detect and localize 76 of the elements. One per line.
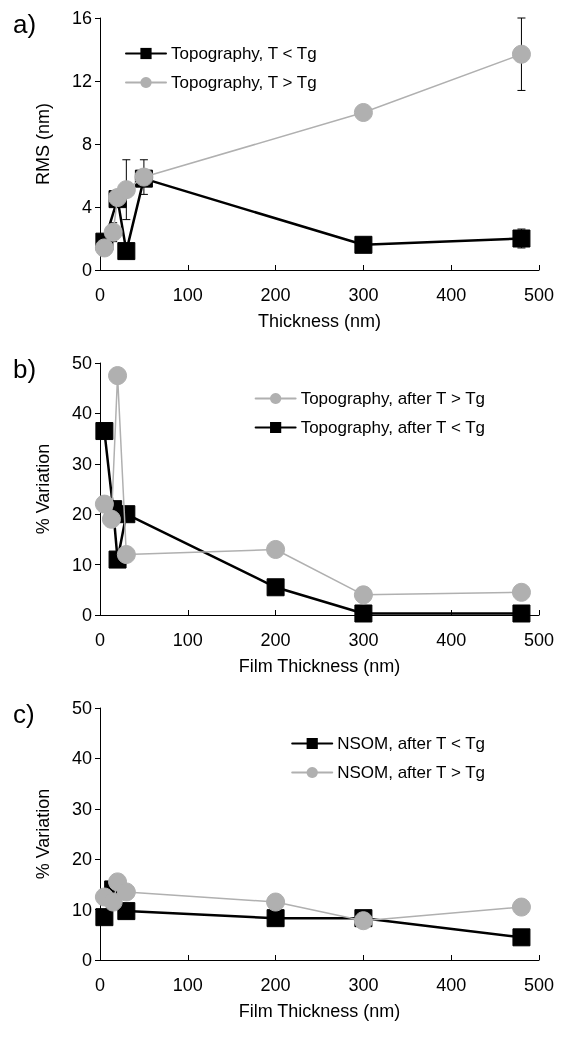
point [512,604,531,623]
x-tick-label: 300 [348,975,379,995]
point [266,578,285,597]
point [117,242,136,261]
x-tick-label: 100 [172,285,203,305]
y-tick-label: 16 [71,8,92,28]
y-tick-label: 40 [71,403,92,424]
x-tick-label: 0 [94,630,106,650]
x-tick-label: 200 [260,630,291,650]
legend-label: NSOM, after T < Tg [337,734,486,753]
point [266,892,286,912]
chart-title: c) [13,699,35,729]
point [108,366,128,386]
point [511,44,531,64]
y-tick-label: 0 [81,260,92,280]
point [353,585,373,605]
point [353,103,373,122]
y-tick-label: 50 [71,698,92,718]
y-tick-label: 4 [81,197,92,217]
y-tick-label: 10 [71,554,92,575]
point [101,509,121,529]
point [95,908,114,927]
y-tick-label: 0 [81,605,92,625]
x-tick-label: 400 [436,285,467,305]
y-tick-label: 40 [71,748,92,769]
y-tick-label: 50 [71,353,92,373]
chart-title: b) [13,354,37,384]
y-tick-label: 10 [71,899,92,920]
y-axis-title: % Variation [33,788,53,880]
x-tick-label: 300 [348,630,379,650]
x-tick-label: 500 [523,285,555,305]
legend-label: Topography, after T < Tg [300,418,486,437]
legend-label: Topography, after T > Tg [300,389,486,408]
y-tick-label: 0 [81,950,92,970]
point [511,582,531,602]
point [266,909,285,928]
y-tick-label: 20 [71,849,92,870]
point [116,545,136,565]
y-tick-label: 12 [71,71,92,91]
x-tick-label: 100 [172,975,203,995]
point [94,238,114,258]
point [511,897,531,917]
point [95,422,114,441]
legend-label: Topography, T > Tg [171,73,317,92]
chart-title: a) [13,9,37,39]
point [512,229,531,248]
x-tick-label: 200 [260,285,291,305]
point [103,892,123,912]
x-axis-title: Film Thickness (nm) [238,656,401,676]
x-tick-label: 400 [436,630,467,650]
y-tick-label: 30 [71,798,92,819]
legend-label: NSOM, after T > Tg [337,763,486,782]
x-tick-label: 200 [260,975,291,995]
legend-label: Topography, T < Tg [171,44,317,63]
point [116,882,136,902]
x-tick-label: 300 [348,285,379,305]
point [266,539,286,559]
x-tick-label: 500 [523,975,555,995]
y-tick-label: 30 [71,453,92,474]
point [94,494,114,514]
y-tick-label: 20 [71,504,92,525]
x-tick-label: 0 [94,975,106,995]
point [512,928,531,947]
y-axis-title: % Variation [33,443,53,535]
point [354,604,373,623]
y-axis-title: RMS (nm) [33,103,53,185]
x-tick-label: 100 [172,630,203,650]
x-axis-title: Thickness (nm) [257,311,382,331]
y-tick-label: 8 [81,134,92,154]
point [354,235,373,254]
x-tick-label: 0 [94,285,106,305]
point [116,180,136,200]
x-tick-label: 500 [523,630,555,650]
x-axis-title: Film Thickness (nm) [238,1001,401,1021]
x-tick-label: 400 [436,975,467,995]
point [103,222,123,242]
